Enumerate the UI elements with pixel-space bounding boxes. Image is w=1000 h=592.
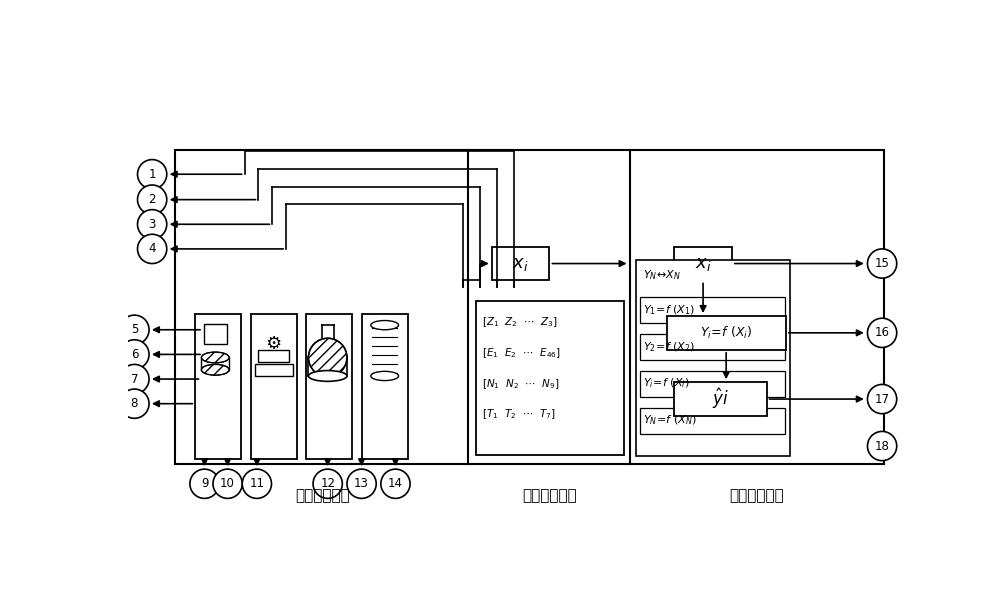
Text: 5: 5 [131,323,138,336]
Circle shape [120,340,149,369]
Circle shape [120,365,149,394]
Text: 1: 1 [148,168,156,181]
Circle shape [138,185,167,214]
Text: 12: 12 [320,477,335,490]
Circle shape [190,469,219,498]
Text: 数据采集系统: 数据采集系统 [296,488,350,504]
Text: 9: 9 [201,477,208,490]
Text: 7: 7 [131,372,138,385]
Ellipse shape [371,371,399,381]
Bar [306,314,352,459]
Ellipse shape [371,320,399,330]
Bar [258,350,289,362]
Text: $Y_N\!\leftrightarrow\!X_N$: $Y_N\!\leftrightarrow\!X_N$ [643,268,682,282]
Bar [468,150,631,464]
Text: 11: 11 [249,477,264,490]
Text: 模式识别系统: 模式识别系统 [729,488,784,504]
Text: $\hat{y}i$: $\hat{y}i$ [712,387,729,411]
Circle shape [120,315,149,345]
Bar [674,247,732,281]
Text: 15: 15 [875,257,890,270]
Circle shape [242,469,271,498]
Circle shape [381,469,410,498]
Text: $\mathbf{\it{x_i}}$: $\mathbf{\it{x_i}}$ [695,255,711,272]
Ellipse shape [308,338,347,377]
Circle shape [213,469,242,498]
Text: $[N_1\ \ N_2\ \ \cdots\ \ N_9]$: $[N_1\ \ N_2\ \ \cdots\ \ N_9]$ [482,377,560,391]
Text: 18: 18 [875,439,890,452]
Text: 10: 10 [220,477,235,490]
Text: $Y_2\!=\!f\ (X_2)$: $Y_2\!=\!f\ (X_2)$ [643,340,696,353]
Circle shape [313,469,342,498]
Text: 6: 6 [131,348,138,361]
Text: $[Z_1\ \ Z_2\ \ \cdots\ \ Z_3]$: $[Z_1\ \ Z_2\ \ \cdots\ \ Z_3]$ [482,315,558,329]
Text: $Y_N\!=\!f\ (X_N)$: $Y_N\!=\!f\ (X_N)$ [643,414,697,427]
Text: 3: 3 [148,218,156,231]
Text: $Y_1\!=\!f\ (X_1)$: $Y_1\!=\!f\ (X_1)$ [643,303,696,317]
Text: 4: 4 [148,242,156,255]
Circle shape [138,234,167,263]
Text: $Y_i\!=\!f\ (X_i)$: $Y_i\!=\!f\ (X_i)$ [643,377,690,391]
Bar [195,314,241,459]
Bar [630,150,884,464]
Text: 数据融合系统: 数据融合系统 [522,488,577,504]
Text: 8: 8 [131,397,138,410]
Text: $Y_i\!=\!f\ (X_i)$: $Y_i\!=\!f\ (X_i)$ [700,325,752,341]
Circle shape [120,389,149,419]
Ellipse shape [201,352,229,363]
Circle shape [867,318,897,348]
Bar [666,316,786,350]
Circle shape [867,432,897,461]
Text: 14: 14 [388,477,403,490]
Circle shape [867,249,897,278]
Circle shape [867,384,897,414]
Text: $[E_1\ \ E_2\ \ \cdots\ \ E_{46}]$: $[E_1\ \ E_2\ \ \cdots\ \ E_{46}]$ [482,346,561,360]
Text: 17: 17 [875,392,890,406]
Bar [640,407,785,434]
Bar [255,363,293,376]
Circle shape [347,469,376,498]
Text: 16: 16 [875,326,890,339]
Bar [492,247,549,281]
Bar [640,371,785,397]
Text: $\mathbf{\it{x_i}}$: $\mathbf{\it{x_i}}$ [512,255,529,272]
Circle shape [138,210,167,239]
Bar [175,150,472,464]
Bar [636,260,790,456]
Bar [640,334,785,360]
Bar [640,297,785,323]
Text: 2: 2 [148,193,156,206]
Ellipse shape [308,371,347,381]
Bar [204,324,227,343]
Text: $[T_1\ \ T_2\ \ \cdots\ \ T_7]$: $[T_1\ \ T_2\ \ \cdots\ \ T_7]$ [482,407,556,422]
Ellipse shape [201,365,229,375]
Bar [251,314,297,459]
Bar [362,314,408,459]
Bar [674,382,767,416]
Text: ⚙: ⚙ [266,334,282,353]
Circle shape [138,160,167,189]
Bar [476,301,624,455]
Text: 13: 13 [354,477,369,490]
